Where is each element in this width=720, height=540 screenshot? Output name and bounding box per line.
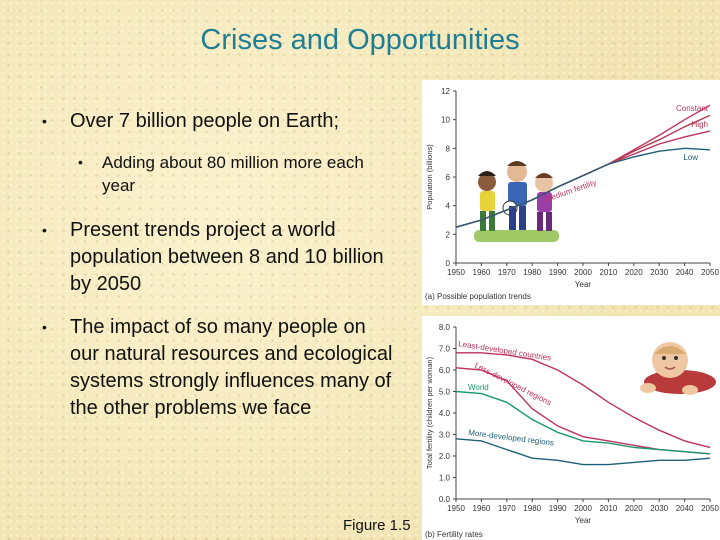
panel-caption: (b) Fertility rates bbox=[425, 530, 483, 539]
sub-bullet-text: Adding about 80 million more each year bbox=[102, 153, 364, 195]
y-tick-label: 8 bbox=[446, 144, 451, 153]
baby-illustration bbox=[640, 342, 716, 395]
y-tick-label: 6 bbox=[446, 173, 451, 182]
y-axis-title: Total fertility (children per woman) bbox=[425, 356, 434, 469]
bullet-item: • Present trends project a world populat… bbox=[28, 217, 398, 298]
y-tick-label: 8.0 bbox=[439, 323, 451, 332]
bullet-dot-icon: • bbox=[78, 154, 83, 170]
bullet-item: • Over 7 billion people on Earth; bbox=[28, 108, 398, 135]
series-line bbox=[455, 114, 711, 228]
y-tick-label: 3.0 bbox=[439, 431, 451, 440]
x-tick-label: 2030 bbox=[650, 504, 668, 513]
fertility-axes: 0.0 1.0 2.0 3.0 4.0 5.0 6.0 7.0 8.0 1950 1960 1970 1… bbox=[425, 323, 719, 539]
series-label: More-developed regions bbox=[468, 428, 555, 447]
x-tick-label: 1980 bbox=[523, 268, 541, 277]
x-tick-label: 2000 bbox=[574, 268, 592, 277]
series-line bbox=[455, 438, 711, 466]
y-tick-label: 2.0 bbox=[439, 452, 451, 461]
x-tick-label: 2050 bbox=[701, 504, 719, 513]
bullet-list: • Over 7 billion people on Earth; • Addi… bbox=[28, 108, 398, 438]
y-tick-label: 7.0 bbox=[439, 345, 451, 354]
y-tick-label: 2 bbox=[446, 230, 451, 239]
sub-bullet-item: • Adding about 80 million more each year bbox=[28, 151, 398, 197]
x-tick-label: 1960 bbox=[473, 504, 491, 513]
x-tick-label: 1970 bbox=[498, 268, 516, 277]
series-line bbox=[455, 147, 711, 228]
y-axis-title: Population (billions) bbox=[425, 144, 434, 210]
fertility-series bbox=[455, 352, 711, 466]
y-tick-label: 0 bbox=[446, 259, 451, 268]
x-tick-label: 2010 bbox=[600, 268, 618, 277]
bullet-text: Present trends project a world populatio… bbox=[70, 219, 384, 295]
panel-caption: (a) Possible population trends bbox=[425, 292, 531, 301]
bullet-dot-icon: • bbox=[42, 222, 47, 238]
bullet-item: • The impact of so many people on our na… bbox=[28, 314, 398, 422]
x-tick-label: 2010 bbox=[600, 504, 618, 513]
population-axes: 0 2 4 6 8 10 12 1950 1960 1970 1980 1990 2000 2010 202… bbox=[425, 87, 719, 301]
series-label: World bbox=[468, 383, 489, 392]
y-tick-label: 12 bbox=[441, 87, 450, 96]
y-tick-label: 10 bbox=[441, 116, 450, 125]
bullet-text: The impact of so many people on our natu… bbox=[70, 316, 393, 419]
y-tick-label: 5.0 bbox=[439, 388, 451, 397]
x-tick-label: 2040 bbox=[676, 504, 694, 513]
fertility-chart: 0.0 1.0 2.0 3.0 4.0 5.0 6.0 7.0 8.0 1950 1960 1970 1… bbox=[425, 323, 719, 539]
series-line bbox=[455, 390, 711, 455]
slide-title: Crises and Opportunities bbox=[200, 24, 520, 56]
bullet-dot-icon: • bbox=[42, 113, 47, 129]
x-tick-label: 1950 bbox=[447, 268, 465, 277]
series-label: Low bbox=[683, 153, 698, 162]
x-tick-label: 2000 bbox=[574, 504, 592, 513]
series-line bbox=[456, 352, 711, 449]
y-tick-label: 1.0 bbox=[439, 474, 451, 483]
x-tick-label: 2030 bbox=[650, 268, 668, 277]
x-tick-label: 1990 bbox=[549, 504, 567, 513]
fertility-chart-panel: 0.0 1.0 2.0 3.0 4.0 5.0 6.0 7.0 8.0 1950 1960 1970 1… bbox=[422, 316, 720, 540]
x-tick-label: 1980 bbox=[523, 504, 541, 513]
y-tick-label: 6.0 bbox=[439, 366, 451, 375]
x-axis-title: Year bbox=[575, 516, 592, 525]
population-series bbox=[455, 104, 711, 228]
series-label: Constant bbox=[676, 104, 709, 113]
figure-label: Figure 1.5 bbox=[343, 517, 411, 534]
y-tick-label: 4.0 bbox=[439, 409, 451, 418]
population-chart-panel: 0 2 4 6 8 10 12 1950 1960 1970 1980 1990 2000 2010 202… bbox=[422, 80, 720, 305]
x-axis-title: Year bbox=[575, 280, 592, 289]
y-tick-label: 4 bbox=[446, 202, 451, 211]
bullet-text: Over 7 billion people on Earth; bbox=[70, 110, 340, 132]
x-tick-label: 1970 bbox=[498, 504, 516, 513]
population-chart: 0 2 4 6 8 10 12 1950 1960 1970 1980 1990 2000 2010 202… bbox=[425, 87, 719, 301]
x-tick-label: 2020 bbox=[625, 504, 643, 513]
x-tick-label: 2050 bbox=[701, 268, 719, 277]
bullet-dot-icon: • bbox=[42, 319, 47, 335]
series-label: High bbox=[692, 120, 708, 129]
x-tick-label: 2040 bbox=[676, 268, 694, 277]
x-tick-label: 1950 bbox=[447, 504, 465, 513]
series-label: Least-developed countries bbox=[458, 339, 552, 363]
x-tick-label: 1960 bbox=[473, 268, 491, 277]
x-tick-label: 1990 bbox=[549, 268, 567, 277]
y-tick-label: 0.0 bbox=[439, 495, 451, 504]
x-tick-label: 2020 bbox=[625, 268, 643, 277]
